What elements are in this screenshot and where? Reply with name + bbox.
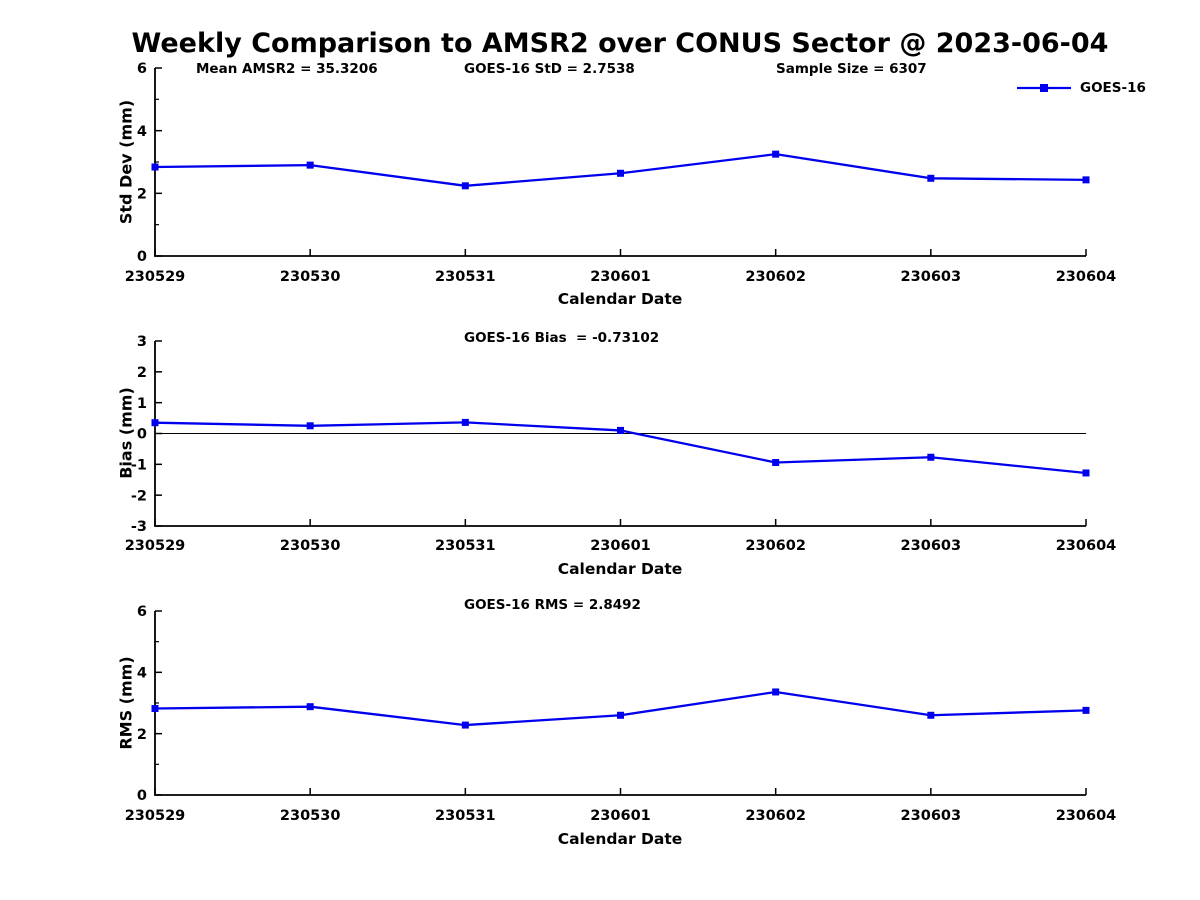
bias-plot: -3 -2 -1 0 1 2 3 230529 230530 230531 230601 230602…	[125, 334, 1117, 554]
legend: GOES-16	[1016, 80, 1146, 96]
y-tick-label: 2	[137, 727, 147, 743]
data-point-marker	[306, 161, 314, 169]
x-tick-label: 230531	[435, 538, 496, 554]
data-point-marker	[151, 163, 159, 171]
y-tick-label: 1	[137, 396, 147, 412]
y-tick-label: 4	[137, 666, 147, 682]
data-point-marker	[306, 422, 314, 430]
data-point-marker	[151, 419, 159, 427]
annotation-sample-size: Sample Size = 6307	[776, 61, 927, 77]
y-tick-label: -2	[131, 488, 147, 504]
y-tick-label: -1	[131, 458, 147, 474]
data-point-marker	[461, 418, 469, 426]
x-tick-label: 230602	[745, 808, 806, 824]
data-point-marker	[1082, 176, 1090, 184]
x-tick-label: 230531	[435, 269, 496, 285]
figure-title: Weekly Comparison to AMSR2 over CONUS Se…	[131, 28, 1109, 59]
x-tick-label: 230603	[901, 808, 962, 824]
y-tick-label: 0	[137, 249, 147, 265]
data-point-marker	[927, 711, 935, 719]
x-tick-label: 230529	[125, 538, 186, 554]
x-tick-label: 230530	[280, 808, 341, 824]
xlabel-calendar-date-3: Calendar Date	[557, 830, 683, 848]
data-point-marker	[306, 703, 314, 711]
data-point-marker	[772, 150, 780, 158]
y-tick-label: 2	[137, 365, 147, 381]
data-point-marker	[1082, 706, 1090, 714]
xlabel-calendar-date-2: Calendar Date	[557, 560, 683, 578]
x-tick-label: 230531	[435, 808, 496, 824]
y-tick-label: -3	[131, 519, 147, 535]
y-tick-label: 0	[137, 427, 147, 443]
y-tick-label: 2	[137, 187, 147, 203]
y-tick-label: 4	[137, 124, 147, 140]
x-tick-label: 230601	[590, 538, 651, 554]
x-tick-label: 230530	[280, 269, 341, 285]
data-point-marker	[927, 453, 935, 461]
x-tick-label: 230604	[1056, 269, 1117, 285]
y-tick-label: 3	[137, 334, 147, 350]
x-tick-label: 230604	[1056, 808, 1117, 824]
series-line	[154, 690, 1087, 727]
x-tick-label: 230602	[745, 538, 806, 554]
legend-line-marker-icon	[1017, 84, 1071, 92]
annotation-goes16-rms: GOES-16 RMS = 2.8492	[464, 597, 641, 613]
legend-label: GOES-16	[1080, 80, 1146, 96]
x-tick-label: 230602	[745, 269, 806, 285]
x-tick-label: 230529	[125, 808, 186, 824]
data-point-marker	[617, 426, 624, 434]
data-point-marker	[617, 169, 624, 177]
annotation-goes16-bias: GOES-16 Bias = -0.73102	[464, 330, 660, 346]
data-point-marker	[151, 705, 159, 713]
data-point-marker	[927, 174, 935, 182]
x-tick-label: 230530	[280, 538, 341, 554]
y-tick-label: 6	[137, 61, 147, 77]
data-point-marker	[772, 688, 780, 696]
axes-spines	[154, 611, 1086, 796]
axes-spines	[154, 68, 1086, 257]
data-point-marker	[1082, 469, 1090, 477]
y-tick-label: 6	[137, 604, 147, 620]
x-tick-label: 230601	[590, 808, 651, 824]
xlabel-calendar-date-1: Calendar Date	[557, 290, 683, 308]
x-tick-label: 230601	[590, 269, 651, 285]
data-point-marker	[461, 182, 469, 190]
data-point-marker	[617, 711, 624, 719]
x-tick-label: 230603	[901, 538, 962, 554]
annotation-mean-amsr2: Mean AMSR2 = 35.3206	[196, 61, 378, 77]
x-tick-label: 230603	[901, 269, 962, 285]
rms-plot: 0 2 4 6 230529 230530 230531 230601 230602 230603…	[125, 604, 1117, 824]
x-tick-label: 230529	[125, 269, 186, 285]
y-tick-label: 0	[137, 788, 147, 804]
annotation-goes16-std: GOES-16 StD = 2.7538	[464, 61, 635, 77]
x-tick-label: 230604	[1056, 538, 1117, 554]
data-point-marker	[772, 458, 780, 466]
data-point-marker	[461, 721, 469, 729]
std-dev-plot: 0 2 4 6 230529 230530 230531 230601 230602 230603…	[125, 61, 1117, 285]
